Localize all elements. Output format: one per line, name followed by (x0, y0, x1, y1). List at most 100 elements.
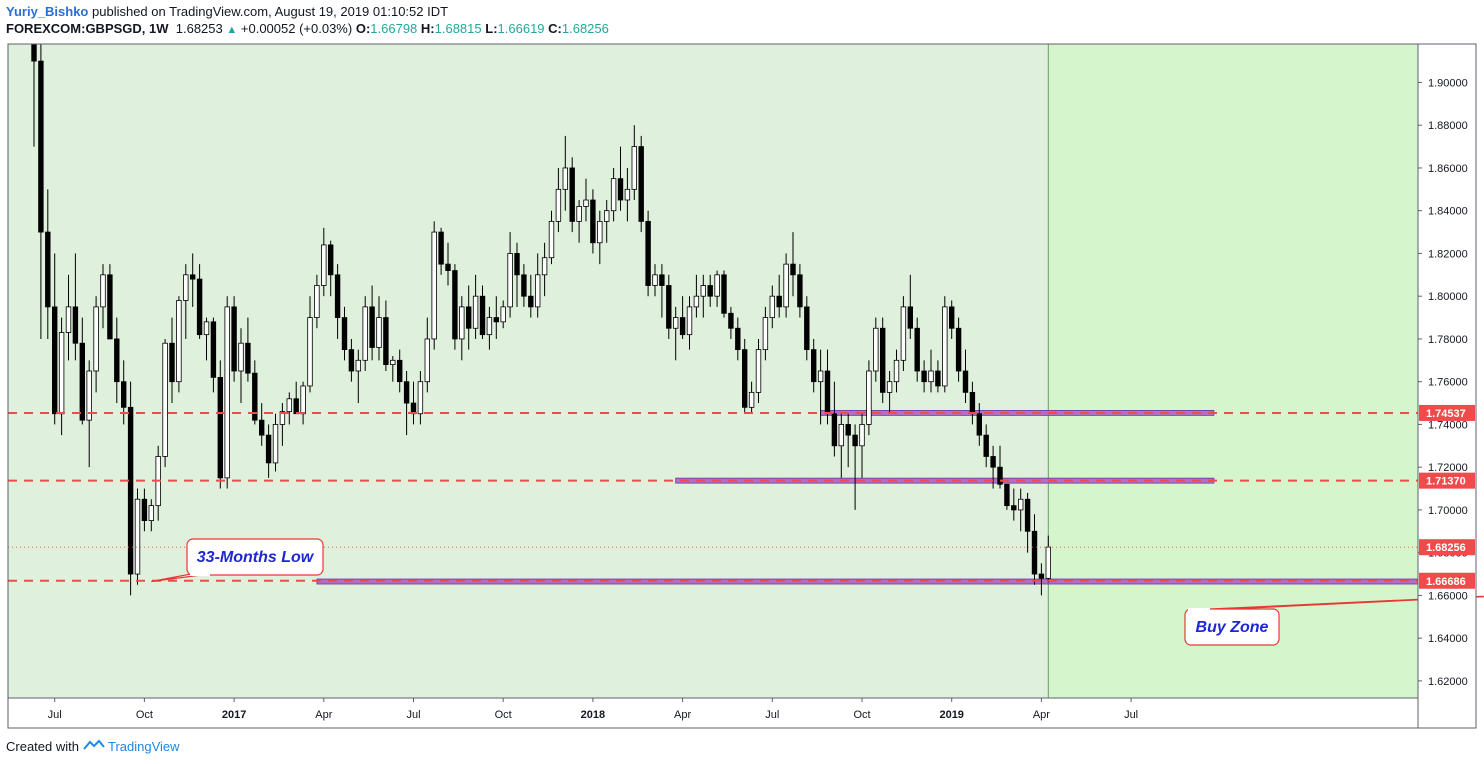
candle (217, 360, 223, 489)
future-region (1048, 44, 1418, 698)
candle-body-up (597, 220, 603, 244)
candle-body-down (666, 285, 672, 329)
candle (307, 296, 313, 393)
candle-body-down (811, 349, 817, 383)
candle-body-down (217, 377, 223, 479)
candle (817, 349, 824, 425)
candle-body-down (679, 317, 686, 336)
candle (962, 349, 969, 404)
candle (990, 445, 996, 489)
candle-body-up (762, 317, 769, 351)
candle-body-down (383, 317, 389, 365)
candle-body-down (645, 220, 651, 286)
candle-body-down (245, 342, 251, 374)
candle-body-up (535, 274, 541, 308)
candle-body-up (355, 359, 361, 372)
candle (735, 317, 741, 361)
candle (500, 300, 506, 329)
candle-body-up (817, 370, 824, 383)
candle (652, 264, 658, 297)
candle-body-down (880, 327, 886, 393)
candle (528, 274, 534, 318)
symbol-label[interactable]: FOREXCOM:GBPSGD, 1W (6, 21, 169, 36)
price-label: 1.71370 (1426, 476, 1466, 488)
high-value: 1.68815 (434, 21, 482, 36)
candle (693, 274, 700, 318)
plot-layer (8, 44, 1418, 596)
candle (707, 274, 713, 307)
candle-body-up (424, 338, 430, 383)
candle-body-up (376, 317, 382, 348)
candle (459, 296, 465, 361)
candle (183, 264, 189, 339)
candle (535, 253, 541, 318)
candle (238, 328, 244, 404)
author-link[interactable]: Yuriy_Bishko (6, 4, 89, 19)
candle (617, 146, 624, 211)
y-tick-label: 1.74000 (1428, 419, 1468, 431)
candle (383, 300, 389, 371)
candle (562, 135, 568, 211)
candle (31, 44, 37, 147)
candle (624, 167, 631, 222)
candle (721, 270, 727, 318)
candle (900, 296, 907, 371)
x-tick-label: 2018 (581, 709, 605, 721)
candle-body-up (93, 306, 99, 372)
callout-box-low (186, 538, 324, 576)
callout-buy-zone: Buy Zone (1196, 619, 1269, 636)
candle (390, 356, 396, 382)
y-tick-label: 1.62000 (1428, 676, 1468, 688)
candle-body-down (493, 317, 499, 323)
candle-body-down (465, 306, 472, 329)
candle-body-down (114, 338, 120, 383)
candle-body-down (52, 306, 58, 415)
candle-body-up (900, 306, 907, 361)
candle-body-up (307, 317, 313, 387)
candle-body-up (562, 167, 568, 190)
candle (811, 338, 817, 393)
candle (790, 232, 796, 297)
candle (797, 264, 803, 318)
tradingview-brand[interactable]: TradingView (108, 739, 180, 754)
candle (548, 210, 555, 265)
candle-body-up (755, 349, 762, 393)
candle-body-up (859, 424, 865, 447)
candle (493, 296, 499, 339)
candle (666, 274, 672, 339)
candle-body-up (873, 327, 879, 372)
candle-body-down (852, 434, 858, 447)
candle-body-up (321, 244, 327, 286)
y-tick-label: 1.66000 (1428, 590, 1468, 602)
candle (38, 44, 44, 339)
candle (376, 296, 382, 361)
candle-body-down (997, 466, 1003, 485)
candle (880, 317, 886, 404)
candle (659, 264, 665, 318)
candle-body-down (1038, 573, 1045, 579)
candle-body-up (431, 231, 437, 340)
candle-body-down (141, 498, 148, 522)
y-tick-label: 1.88000 (1428, 120, 1468, 132)
candle-body-up (500, 306, 506, 323)
candle-body-up (65, 306, 72, 333)
candle-body-up (783, 263, 789, 308)
candle (417, 371, 424, 425)
candle-body-down (127, 406, 134, 575)
candle (52, 253, 58, 425)
candle (569, 157, 575, 233)
candle (114, 317, 120, 404)
candle-body-down (452, 270, 458, 340)
candle-body-down (79, 342, 85, 421)
candle-body-down (341, 317, 348, 351)
candle (907, 274, 913, 339)
candle (176, 296, 182, 393)
candle-body-down (617, 178, 624, 201)
candle (472, 274, 479, 339)
candle-body-down (921, 370, 927, 383)
candle-body-up (769, 295, 775, 318)
candle-body-down (949, 306, 955, 329)
candle-body-down (962, 370, 969, 393)
price-label-bg (1419, 404, 1475, 421)
